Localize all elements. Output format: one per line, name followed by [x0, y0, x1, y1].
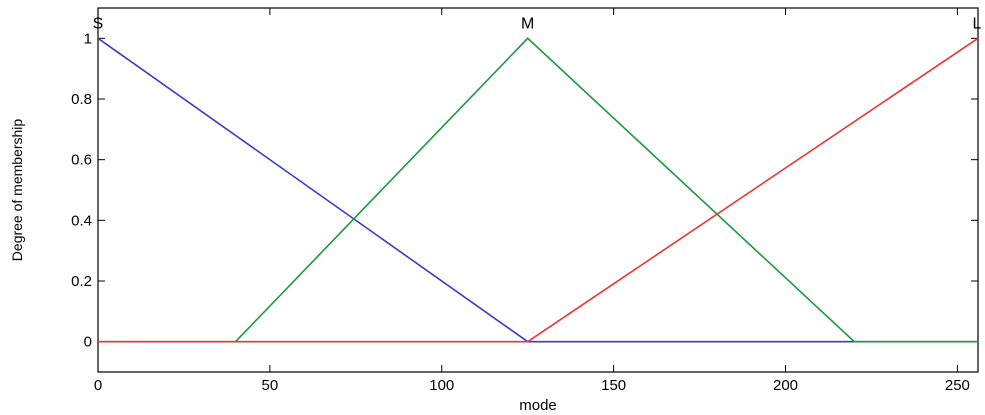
y-tick-label: 1: [84, 30, 92, 47]
x-tick-label: 200: [773, 377, 798, 394]
x-tick-label: 250: [945, 377, 970, 394]
x-tick-label: 100: [429, 377, 454, 394]
mf-label-m: M: [521, 15, 534, 32]
axes-group: 0 50 100 150 200 250 0 0.2 0.4 0.6 0.8 1: [71, 7, 979, 394]
plot-frame: [97, 7, 979, 373]
x-tick-label: 150: [601, 377, 626, 394]
y-tick-label: 0.6: [71, 152, 92, 169]
x-tick-label: 0: [94, 377, 102, 394]
series-line-l: [98, 37, 979, 343]
y-tick-label: 0.8: [71, 91, 92, 108]
mf-label-l: L: [973, 15, 982, 32]
mf-label-s: S: [93, 15, 104, 32]
x-tick-label: 50: [262, 377, 279, 394]
y-tick-label: 0.4: [71, 212, 92, 229]
y-tick-label: 0.2: [71, 273, 92, 290]
labels-group: mode Degree of membership S M L: [9, 15, 982, 414]
y-tick-label: 0: [84, 334, 92, 351]
y-axis-label: Degree of membership: [9, 119, 25, 262]
x-axis-label: mode: [519, 397, 557, 414]
series-group: [97, 37, 979, 343]
